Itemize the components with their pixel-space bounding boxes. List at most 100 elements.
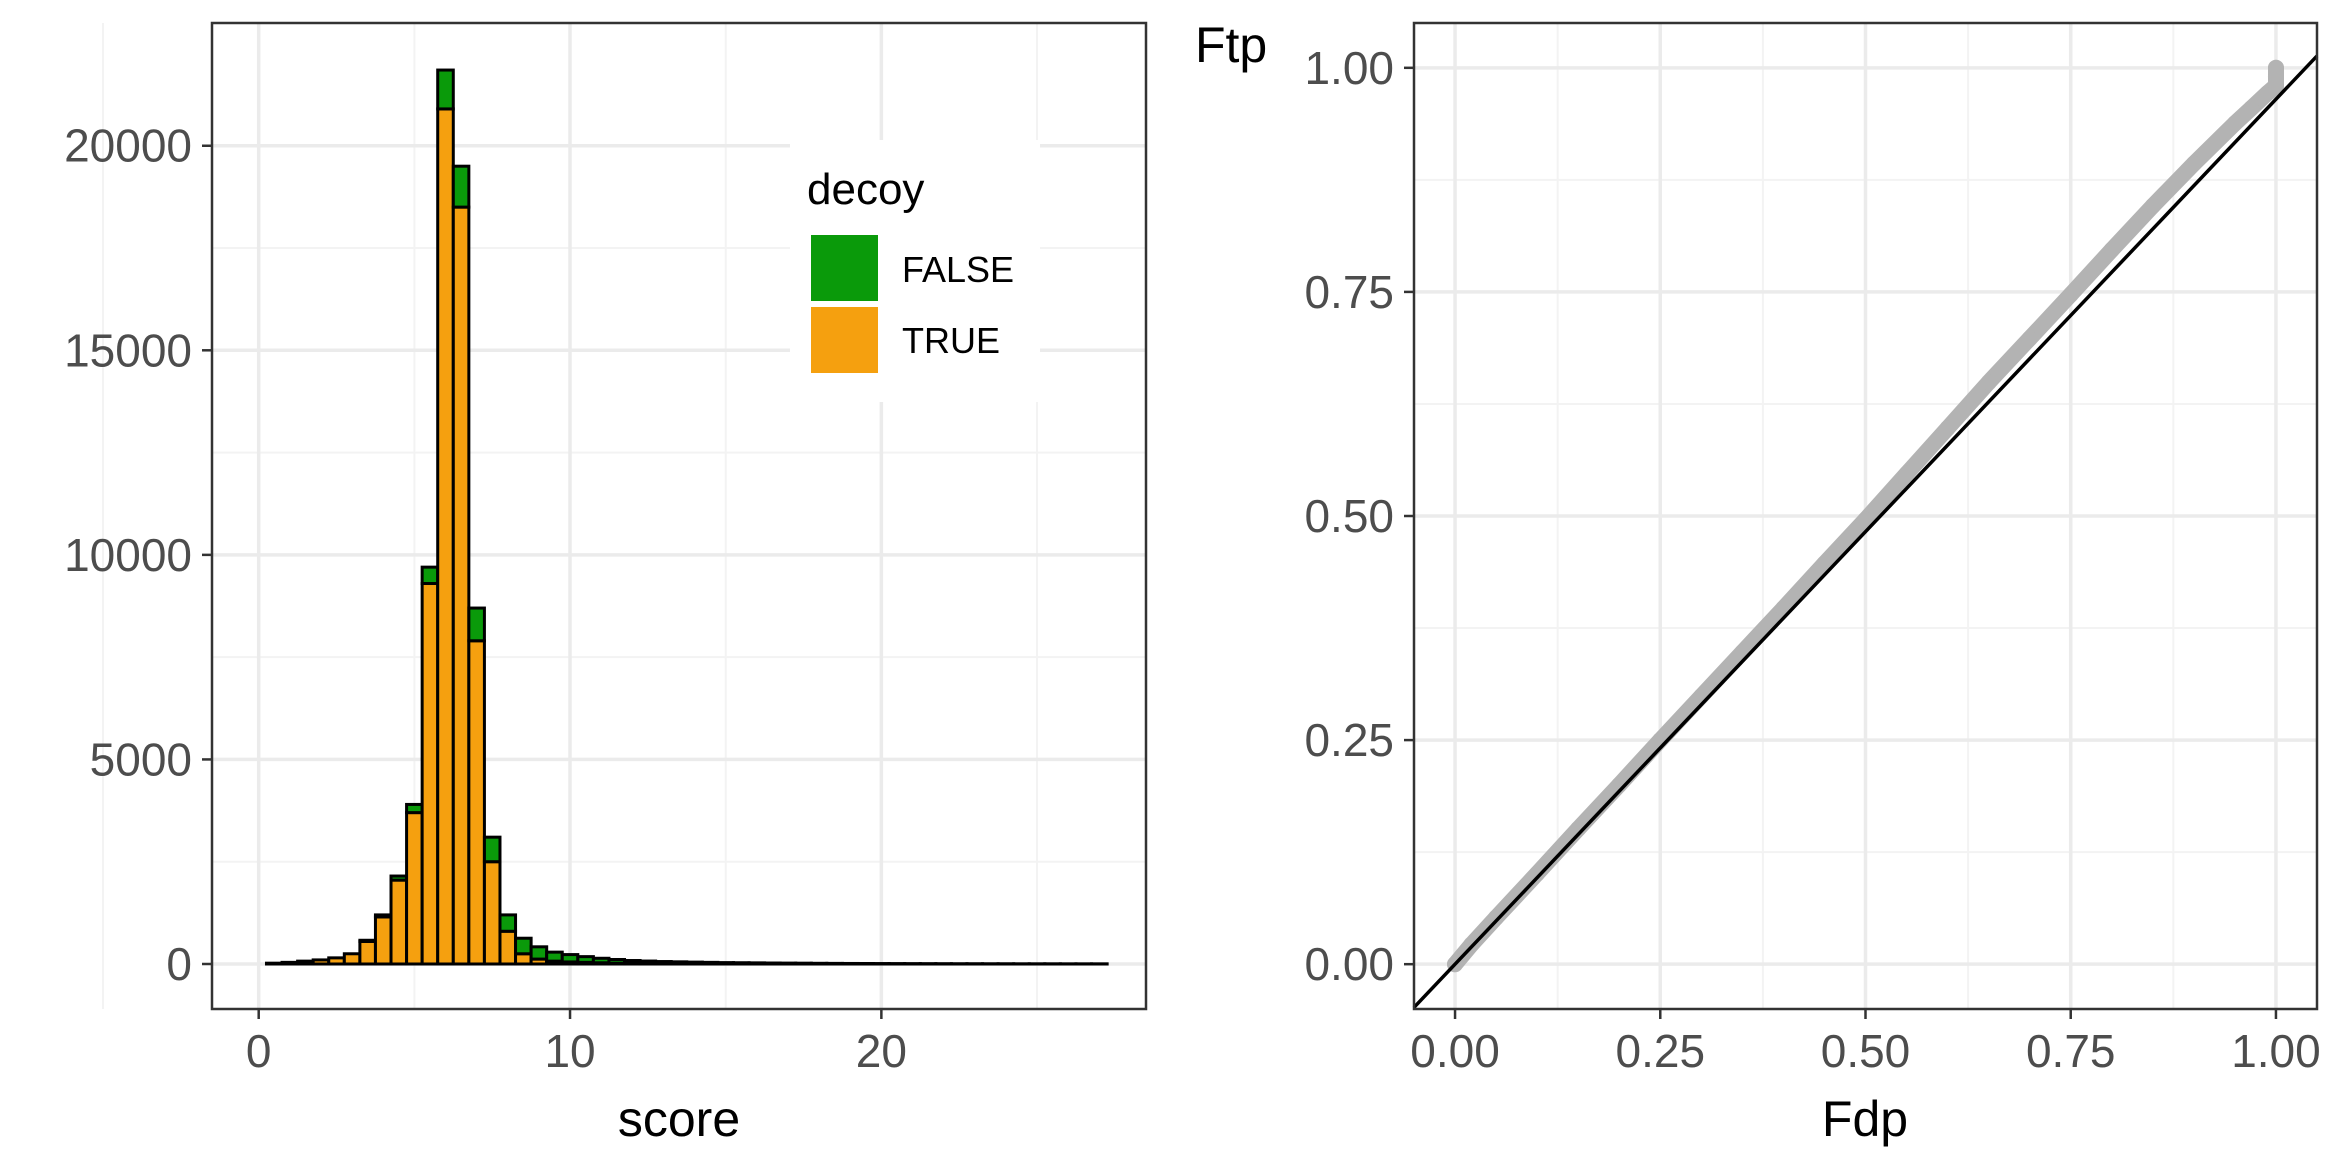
scatter-point-16 <box>2062 286 2079 303</box>
bar-true-8 <box>373 915 393 966</box>
bar-true-3 <box>296 959 315 966</box>
hist-x-tick-label-0: 0 <box>246 1025 272 1077</box>
bar-true-13 <box>451 205 471 966</box>
bar-false-24 <box>623 959 642 965</box>
scatter-point-12 <box>1898 465 1915 482</box>
scatter-y-axis-title: Ftp <box>1195 17 1267 73</box>
scatter-point-10 <box>1816 555 1833 572</box>
scatter-point-20 <box>2226 115 2243 132</box>
histogram-x-axis-title: score <box>618 1091 740 1147</box>
scatter-point-11 <box>1857 511 1874 528</box>
bar-false-23 <box>607 957 627 965</box>
bar-false-15 <box>482 835 502 864</box>
bar-false-16 <box>498 913 518 933</box>
hist-y-tick-label-1: 5000 <box>90 733 192 785</box>
bar-false-34 <box>778 961 798 966</box>
bar-true-10 <box>405 811 424 966</box>
bar-true-7 <box>358 939 377 966</box>
legend-title: decoy <box>807 165 924 214</box>
bar-false-36 <box>809 961 829 966</box>
scatter-x-axis-title: Fdp <box>1822 1091 1908 1147</box>
scatter-y-tick-label-2: 0.50 <box>1304 490 1394 542</box>
bar-false-33 <box>763 961 782 966</box>
bar-false-21 <box>576 955 595 964</box>
scatter-x-tick-label-2: 0.50 <box>1821 1025 1911 1077</box>
histogram-legend: decoy FALSE TRUE <box>790 140 1040 402</box>
hist-y-tick-label-4: 20000 <box>64 120 192 172</box>
histogram-bars <box>264 68 1109 966</box>
bar-false-32 <box>747 961 767 966</box>
bar-true-16 <box>498 929 518 966</box>
bar-true-15 <box>482 860 502 966</box>
bar-false-28 <box>685 960 704 966</box>
bar-true-6 <box>342 952 362 966</box>
scatter-point-7 <box>1693 688 1710 705</box>
bar-false-27 <box>669 960 689 966</box>
scatter-point-14 <box>1980 374 1997 391</box>
bar-false-22 <box>591 956 611 965</box>
bar-true-1 <box>264 961 284 966</box>
bar-false-7 <box>358 938 377 943</box>
bar-false-12 <box>436 68 455 111</box>
bar-true-5 <box>327 956 346 966</box>
scatter-point-2 <box>1488 909 1505 926</box>
bar-true-17 <box>514 952 533 966</box>
bar-true-9 <box>389 878 409 966</box>
bar-false-35 <box>794 961 813 966</box>
bar-true-14 <box>467 639 486 966</box>
legend-label-false: FALSE <box>902 249 1014 290</box>
scatter-points <box>1447 59 2284 973</box>
legend-label-true: TRUE <box>902 320 1000 361</box>
scatter-point-19 <box>2185 155 2202 172</box>
hist-x-tick-label-2: 20 <box>856 1025 907 1077</box>
bar-false-14 <box>467 606 486 643</box>
scatter-point-3 <box>1529 865 1546 882</box>
bar-false-37 <box>825 961 844 966</box>
bar-false-25 <box>638 959 658 966</box>
scatter-y-tick-label-1: 0.25 <box>1304 714 1394 766</box>
bar-true-12 <box>436 107 455 966</box>
scatter-point-25 <box>2267 59 2284 76</box>
bar-false-11 <box>420 565 440 586</box>
bar-false-20 <box>560 953 580 964</box>
bar-true-2 <box>280 960 300 966</box>
legend-key-true <box>811 307 878 373</box>
bar-false-13 <box>451 164 471 209</box>
scatter-x-tick-label-4: 1.00 <box>2231 1025 2321 1077</box>
histogram-panel-border <box>210 21 1148 1011</box>
bar-false-8 <box>373 913 393 919</box>
scatter-axes: 0.00 0.25 0.50 0.75 1.00 0.00 0.25 0.50 0.75 1.00 <box>1304 42 2320 1077</box>
bar-false-30 <box>716 961 735 966</box>
scatter-point-21 <box>2243 100 2260 117</box>
scatter-point-17 <box>2103 241 2120 258</box>
bar-true-4 <box>311 958 331 966</box>
hist-y-tick-label-2: 10000 <box>64 529 192 581</box>
scatter-reference-line <box>1412 54 2319 1009</box>
legend-key-false <box>811 235 878 301</box>
bar-false-19 <box>545 950 564 963</box>
bar-false-26 <box>654 960 673 966</box>
bar-false-18 <box>529 945 549 961</box>
scatter-y-tick-label-3: 0.75 <box>1304 266 1394 318</box>
scatter-x-tick-label-3: 0.75 <box>2026 1025 2116 1077</box>
bar-false-29 <box>700 960 720 966</box>
scatter-point-18 <box>2144 197 2161 214</box>
hist-y-tick-label-3: 15000 <box>64 324 192 376</box>
scatter-point-15 <box>2021 330 2038 347</box>
bar-false-17 <box>514 936 533 956</box>
scatter-point-13 <box>1939 420 1956 437</box>
hist-y-tick-label-0: 0 <box>166 938 192 990</box>
scatter-panel: 0.00 0.25 0.50 0.75 1.00 0.00 0.25 0.50 0.75 1.00… <box>1195 17 2321 1147</box>
bar-false-31 <box>731 961 751 966</box>
scatter-x-tick-label-0: 0.00 <box>1410 1025 1500 1077</box>
histogram-axes: 0 10 20 0 5000 10000 15000 20000 <box>64 120 907 1077</box>
scatter-x-tick-label-1: 0.25 <box>1616 1025 1706 1077</box>
scatter-y-tick-label-4: 1.00 <box>1304 42 1394 94</box>
bar-false-9 <box>389 874 409 882</box>
bar-true-11 <box>420 582 440 966</box>
reference-line <box>1412 54 2319 1009</box>
hist-x-tick-label-1: 10 <box>544 1025 595 1077</box>
scatter-y-tick-label-0: 0.00 <box>1304 938 1394 990</box>
scatter-point-4 <box>1570 820 1587 837</box>
